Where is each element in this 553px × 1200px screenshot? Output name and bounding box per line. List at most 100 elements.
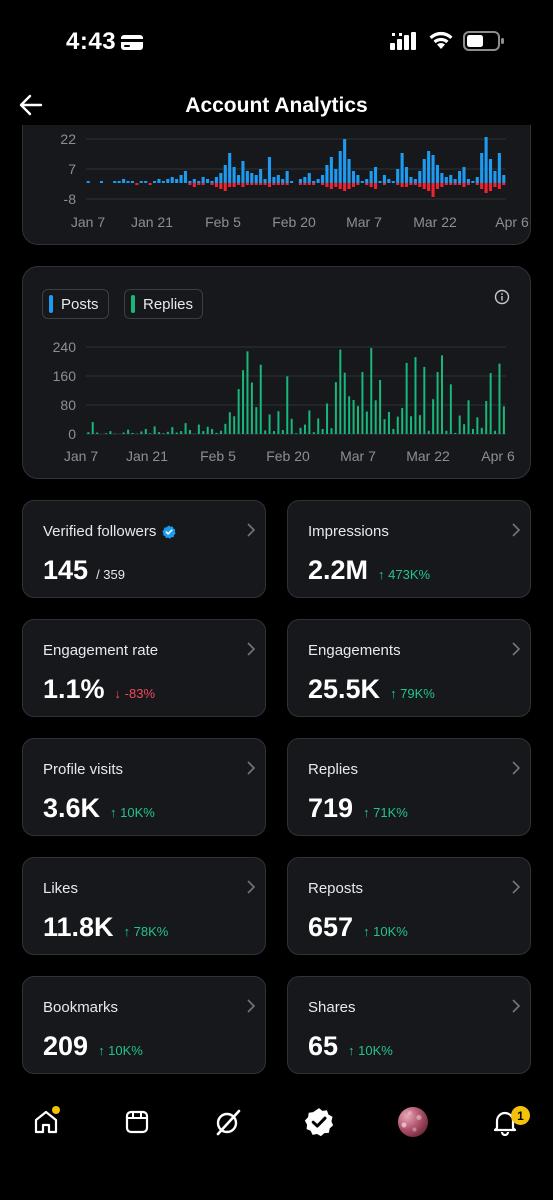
replies-bar — [494, 430, 497, 434]
metric-value-row: 145 / 359 — [43, 555, 125, 586]
replies-bar — [153, 426, 156, 434]
replies-bar — [312, 432, 315, 434]
posts-bar — [458, 171, 462, 183]
battery-icon — [463, 31, 504, 51]
x-tick-label: Mar 22 — [413, 214, 457, 230]
replies-bar — [467, 400, 470, 434]
posts-bar — [338, 151, 342, 183]
metric-replies[interactable]: Replies 719 ↑ 71K% — [287, 738, 531, 836]
y-tick-label: 80 — [60, 397, 76, 413]
metric-engagements[interactable]: Engagements 25.5K ↑ 79K% — [287, 619, 531, 717]
chevron-right-icon — [247, 642, 256, 656]
deleted-bar — [276, 183, 280, 185]
deleted-bar — [263, 183, 267, 185]
deleted-bar — [228, 183, 232, 187]
metric-bookmarks[interactable]: Bookmarks 209 ↑ 10K% — [22, 976, 266, 1074]
replies-bar — [480, 427, 483, 434]
chevron-right-icon — [247, 761, 256, 775]
nav-profile[interactable] — [393, 1102, 433, 1142]
posts-bar — [263, 179, 267, 183]
posts-bar — [232, 167, 236, 183]
posts-bar — [497, 153, 501, 183]
metric-label: Impressions — [308, 523, 389, 540]
y-tick-label: 7 — [68, 161, 76, 177]
deleted-bar — [462, 183, 466, 187]
deleted-bar — [214, 183, 218, 187]
metric-label: Replies — [308, 761, 359, 778]
replies-bar — [449, 384, 452, 434]
metric-profile-visits[interactable]: Profile visits 3.6K ↑ 10K% — [22, 738, 266, 836]
chevron-right-icon — [512, 642, 521, 656]
replies-bar — [370, 348, 373, 434]
metric-delta: ↓ -83% — [114, 686, 156, 701]
metric-impressions[interactable]: Impressions 2.2M ↑ 473K% — [287, 500, 531, 598]
posts-bar — [298, 179, 302, 183]
posts-bar — [427, 151, 431, 183]
posts-net-chart: 22 7 -8 Jan 7 Jan 21 Feb 5 Feb 20 Mar 7 Mar 22 Ap… — [60, 131, 529, 230]
replies-bar — [357, 406, 359, 434]
metric-verified-followers[interactable]: Verified followers 145 / 359 — [22, 500, 266, 598]
replies-bar — [423, 366, 426, 434]
deleted-bar — [449, 183, 453, 185]
metric-engagement-rate[interactable]: Engagement rate 1.1% ↓ -83% — [22, 619, 266, 717]
replies-bar — [343, 372, 346, 434]
replies-bar — [242, 370, 245, 434]
replies-bar — [166, 431, 169, 434]
deleted-bar — [418, 183, 422, 187]
replies-bar — [140, 431, 143, 434]
posts-bar — [206, 179, 210, 183]
metric-value: 1.1% — [43, 674, 105, 704]
posts-bar — [117, 181, 121, 183]
deleted-bar — [396, 183, 400, 185]
nav-notifications[interactable] — [485, 1102, 525, 1142]
posts-bar — [369, 171, 373, 183]
posts-bar — [152, 181, 157, 183]
metric-label: Shares — [308, 999, 356, 1016]
deleted-bar — [480, 183, 484, 189]
posts-bar — [126, 181, 130, 183]
x-tick-label: Jan 21 — [131, 214, 173, 230]
metric-value-row: 25.5K ↑ 79K% — [308, 674, 435, 705]
posts-bar — [144, 181, 148, 183]
deleted-bar — [285, 183, 289, 185]
replies-bar — [299, 427, 302, 434]
posts-bar — [471, 181, 475, 183]
replies-bar — [379, 379, 382, 434]
deleted-bar — [281, 183, 285, 185]
deleted-bar — [188, 183, 192, 185]
posts-bar — [374, 167, 378, 183]
metric-delta: ↑ 71K% — [363, 805, 408, 820]
replies-bar — [383, 419, 386, 434]
legend-replies-toggle[interactable]: Replies — [124, 289, 204, 319]
x-tick-label: Feb 5 — [200, 448, 236, 464]
posts-bar — [170, 177, 174, 183]
posts-bar — [400, 153, 404, 183]
deleted-bar — [148, 183, 152, 185]
replies-bar — [317, 418, 320, 434]
replies-bar — [321, 428, 324, 434]
nav-communities[interactable] — [117, 1102, 157, 1142]
replies-bar — [158, 432, 161, 434]
posts-bar — [179, 175, 183, 183]
metric-shares[interactable]: Shares 65 ↑ 10K% — [287, 976, 531, 1074]
posts-bar — [183, 171, 188, 183]
info-icon[interactable] — [494, 289, 510, 305]
deleted-bar — [475, 183, 479, 185]
replies-bar — [250, 382, 253, 434]
legend-posts-toggle[interactable]: Posts — [42, 289, 109, 319]
metric-value: 65 — [308, 1031, 339, 1061]
nav-grok[interactable] — [208, 1102, 248, 1142]
deleted-bar — [374, 183, 378, 189]
metric-delta: ↑ 10K% — [363, 924, 408, 939]
y-tick-label: 22 — [60, 131, 76, 147]
legend-replies-label: Replies — [143, 295, 194, 313]
metric-reposts[interactable]: Reposts 657 ↑ 10K% — [287, 857, 531, 955]
nav-home[interactable] — [26, 1102, 66, 1142]
metric-value: 2.2M — [308, 555, 369, 585]
profile-avatar — [398, 1107, 428, 1137]
metric-value: 657 — [308, 912, 354, 942]
deleted-bar — [413, 183, 417, 185]
replies-bar — [352, 399, 355, 434]
metric-likes[interactable]: Likes 11.8K ↑ 78K% — [22, 857, 266, 955]
nav-premium[interactable] — [299, 1102, 339, 1142]
